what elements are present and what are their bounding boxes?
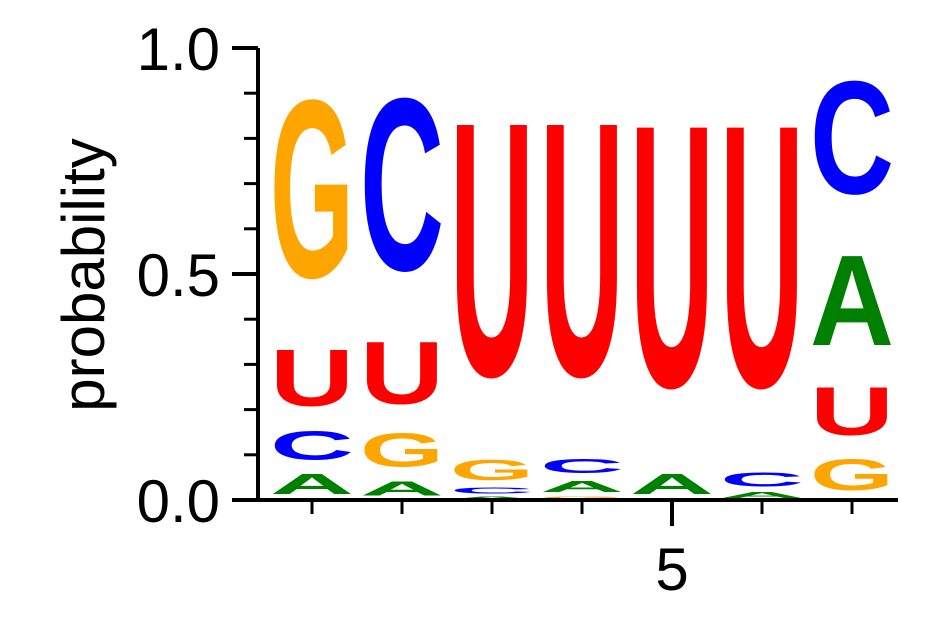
logo-letter-u: U xyxy=(720,45,804,465)
logo-letter-u: U xyxy=(450,48,534,453)
logo-letter-c: C xyxy=(450,486,534,495)
logo-letter-u: U xyxy=(630,45,714,465)
x-ticks: 5 xyxy=(310,500,854,603)
logo-letter-c: C xyxy=(360,47,444,322)
logo-letter-c: C xyxy=(270,423,354,468)
logo-letter-c: C xyxy=(720,468,804,491)
logo-letter-a: A xyxy=(810,229,894,373)
logo-letter-g: G xyxy=(810,450,894,499)
y-tick-label: 0.0 xyxy=(137,468,220,535)
logo-letter-a: A xyxy=(270,468,354,500)
x-tick-label: 5 xyxy=(655,536,688,603)
logo-letter-g: G xyxy=(450,455,534,487)
logo-letter-a: A xyxy=(720,491,804,500)
logo-letter-c: C xyxy=(540,455,624,478)
logo-letter-g: G xyxy=(270,48,354,332)
logo-letter-u: U xyxy=(270,333,354,423)
y-tick-label: 1.0 xyxy=(137,16,220,83)
logo-letter-a: A xyxy=(540,477,624,495)
logo-letter-g: G xyxy=(360,423,444,477)
logo-letter-u: U xyxy=(810,374,894,450)
logo-letter-a: A xyxy=(360,477,444,500)
logo-letter-u: U xyxy=(360,323,444,423)
axes: 0.0 0.5 1.0 5 probability xyxy=(50,16,898,603)
logo-column: AU xyxy=(630,45,714,499)
logo-column: ACU xyxy=(720,45,804,500)
logo-letter-a: A xyxy=(630,468,714,500)
y-tick-label: 0.5 xyxy=(137,242,220,309)
y-axis-label: probability xyxy=(50,138,117,412)
y-ticks: 0.0 0.5 1.0 xyxy=(137,16,258,535)
logo-letter-a: A xyxy=(450,496,534,500)
logo-letter-u: U xyxy=(540,48,624,453)
logo-letter-c: C xyxy=(810,48,894,228)
logo-letter-g: G xyxy=(540,496,624,500)
